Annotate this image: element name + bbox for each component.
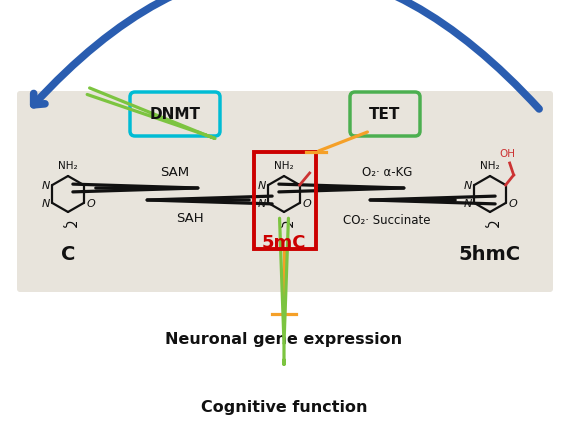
Text: ζ: ζ <box>61 220 75 227</box>
Text: NH₂: NH₂ <box>58 161 78 171</box>
FancyBboxPatch shape <box>130 93 220 137</box>
FancyBboxPatch shape <box>350 93 420 137</box>
Text: TET: TET <box>369 107 401 122</box>
Text: NH₂: NH₂ <box>274 161 294 171</box>
Text: O: O <box>508 199 517 209</box>
Text: N: N <box>42 199 51 209</box>
FancyBboxPatch shape <box>17 92 553 292</box>
Text: SAM: SAM <box>160 166 189 179</box>
Text: O: O <box>302 199 311 209</box>
Text: ζ: ζ <box>277 220 291 227</box>
Text: O₂· α-KG: O₂· α-KG <box>362 166 412 179</box>
Text: C: C <box>61 245 75 264</box>
Text: N: N <box>464 181 472 190</box>
Text: ζ: ζ <box>483 220 497 227</box>
Text: OH: OH <box>500 149 516 159</box>
Text: N: N <box>258 181 266 190</box>
Text: CO₂· Succinate: CO₂· Succinate <box>343 214 431 227</box>
Text: N: N <box>42 181 51 190</box>
Text: Cognitive function: Cognitive function <box>201 399 367 415</box>
Text: NH₂: NH₂ <box>480 161 500 171</box>
Text: DNMT: DNMT <box>150 107 200 122</box>
Text: N: N <box>464 199 472 209</box>
Text: SAH: SAH <box>176 212 204 225</box>
Text: O: O <box>86 199 95 209</box>
Text: 5hmC: 5hmC <box>459 245 521 264</box>
Text: 5mC: 5mC <box>262 233 306 252</box>
Text: Neuronal gene expression: Neuronal gene expression <box>166 332 402 347</box>
Text: N: N <box>258 199 266 209</box>
